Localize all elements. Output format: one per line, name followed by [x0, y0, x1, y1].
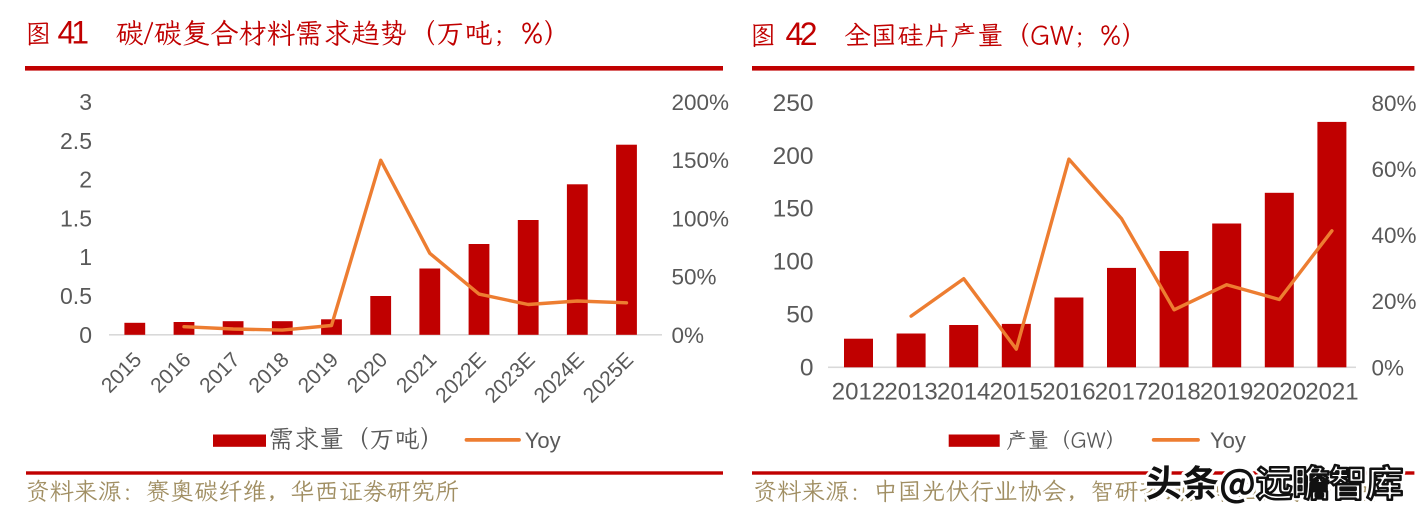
svg-text:Yoy: Yoy: [525, 428, 561, 453]
svg-text:200%: 200%: [672, 90, 730, 115]
svg-text:41: 41: [58, 15, 90, 51]
svg-text:150: 150: [773, 196, 814, 223]
svg-text:60%: 60%: [1372, 157, 1417, 182]
svg-text:200: 200: [773, 143, 814, 170]
svg-text:2019: 2019: [1200, 379, 1253, 406]
svg-text:50%: 50%: [672, 265, 717, 290]
svg-text:150%: 150%: [672, 148, 730, 173]
svg-text:0: 0: [800, 354, 814, 381]
svg-text:2: 2: [79, 167, 92, 193]
svg-text:0: 0: [79, 322, 92, 348]
svg-text:100: 100: [773, 249, 814, 276]
svg-text:2016: 2016: [1042, 379, 1095, 406]
svg-text:1.5: 1.5: [60, 205, 92, 231]
svg-text:80%: 80%: [1372, 91, 1417, 116]
svg-text:2014: 2014: [937, 379, 990, 406]
svg-text:2020: 2020: [1253, 379, 1306, 406]
svg-text:250: 250: [773, 90, 814, 117]
svg-text:2021: 2021: [1305, 379, 1358, 406]
svg-text:2017: 2017: [1095, 379, 1148, 406]
svg-text:40%: 40%: [1372, 223, 1417, 248]
svg-text:2012: 2012: [832, 379, 885, 406]
svg-text:1: 1: [79, 244, 92, 270]
svg-text:42: 42: [786, 16, 818, 52]
svg-text:20%: 20%: [1372, 289, 1417, 314]
svg-text:100%: 100%: [672, 206, 730, 231]
svg-text:2013: 2013: [884, 379, 937, 406]
svg-text:0%: 0%: [1372, 355, 1405, 380]
svg-text:2018: 2018: [1147, 379, 1200, 406]
svg-text:2015: 2015: [990, 379, 1043, 406]
svg-text:0%: 0%: [672, 323, 705, 348]
svg-text:2.5: 2.5: [60, 128, 92, 154]
svg-text:3: 3: [79, 89, 92, 115]
svg-text:50: 50: [786, 301, 813, 328]
svg-text:0.5: 0.5: [60, 283, 92, 309]
svg-text:Yoy: Yoy: [1210, 428, 1246, 453]
